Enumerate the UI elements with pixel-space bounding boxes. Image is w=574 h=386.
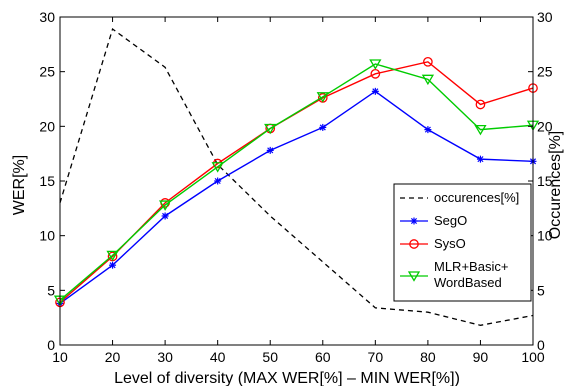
y2-tick-label-1: 5 [537, 282, 545, 298]
x-tick-label-5: 60 [315, 349, 331, 365]
legend-marker-2 [409, 239, 419, 249]
y-tick-label-2: 10 [39, 228, 55, 244]
legend-item-1: SegO [400, 213, 467, 228]
y-tick-label-0: 0 [47, 337, 55, 353]
x-tick-label-2: 30 [157, 349, 173, 365]
y-axis-label: WER[%] [11, 155, 28, 215]
series-line-0 [59, 27, 534, 326]
data-point-1-4 [266, 146, 274, 154]
legend-label-3-1: WordBased [434, 275, 502, 290]
x-tick-label-1: 20 [105, 349, 121, 365]
y-tick-label-1: 5 [47, 282, 55, 298]
y-tick-label-3: 15 [39, 173, 55, 189]
axes-layer: 10 20 30 40 50 60 70 80 90 1000510152025300510152… [39, 9, 552, 365]
data-point-1-3 [214, 177, 222, 185]
data-point-3-7 [421, 74, 435, 86]
y2-tick-label-0: 0 [537, 337, 545, 353]
x-tick-label-7: 80 [420, 349, 436, 365]
data-point-1-2 [161, 212, 169, 220]
x-tick-label-8: 90 [473, 349, 489, 365]
series-line-3 [59, 63, 534, 301]
legend-label-0: occurences[%] [434, 190, 519, 205]
legend-marker-3 [407, 271, 421, 282]
y-tick-label-4: 20 [39, 118, 55, 134]
legend-item-3: MLR+Basic+WordBased [400, 259, 508, 290]
legend-label-2: SysO [434, 236, 466, 251]
series-line-1 [59, 90, 534, 305]
data-point-3-4 [264, 123, 277, 135]
x-tick-label-0: 10 [52, 349, 68, 365]
legend: occurences[%] SegO SysO MLR+Basic+WordBased [393, 183, 532, 302]
data-point-1-6 [371, 87, 379, 95]
data-point-3-8 [474, 124, 487, 136]
data-point-2-8 [475, 99, 486, 110]
y2-tick-label-4: 20 [537, 118, 553, 134]
legend-marker-1 [410, 217, 418, 225]
legend-box [393, 183, 532, 302]
data-point-1-8 [476, 155, 484, 163]
series-layer [53, 27, 540, 326]
legend-label-1: SegO [434, 213, 467, 228]
data-point-3-1 [106, 250, 119, 262]
y2-tick-label-6: 30 [537, 9, 553, 25]
y-tick-label-6: 30 [39, 9, 55, 25]
x-tick-label-3: 40 [210, 349, 226, 365]
y2-axis-label: Occurences[%] [547, 131, 564, 239]
y-tick-label-5: 25 [39, 64, 55, 80]
data-point-3-6 [369, 59, 382, 70]
y2-tick-label-5: 25 [537, 64, 553, 80]
data-point-3-3 [211, 162, 224, 173]
data-point-1-5 [319, 123, 327, 131]
data-point-1-1 [109, 261, 117, 269]
legend-label-3-0: MLR+Basic+ [434, 259, 508, 274]
y2-tick-label-2: 10 [537, 228, 553, 244]
data-point-1-7 [424, 126, 432, 134]
x-axis-label: Level of diversity (MAX WER[%] – MIN WER… [114, 370, 460, 386]
y2-tick-label-3: 15 [537, 173, 553, 189]
x-tick-label-9: 100 [521, 349, 545, 365]
data-point-2-7 [423, 56, 433, 67]
data-point-3-5 [316, 92, 329, 103]
legend-item-0: occurences[%] [400, 190, 519, 205]
legend-item-2: SysO [400, 236, 466, 251]
data-point-3-2 [158, 200, 172, 211]
x-tick-label-4: 50 [262, 349, 278, 365]
x-tick-label-6: 70 [368, 349, 384, 365]
